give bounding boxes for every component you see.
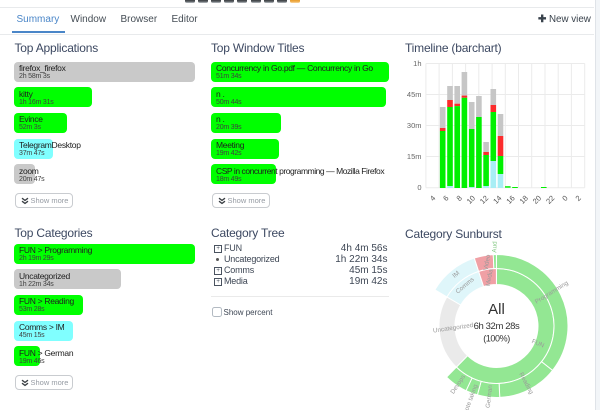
svg-text:FUN: FUN xyxy=(531,338,546,350)
svg-text:Video: Video xyxy=(483,254,493,271)
svg-text:Media: Media xyxy=(485,268,495,287)
svg-text:8: 8 xyxy=(455,194,464,203)
svg-text:(100%): (100%) xyxy=(483,333,510,343)
svg-text:1h: 1h xyxy=(413,59,421,68)
svg-text:18: 18 xyxy=(518,194,530,205)
svg-text:6h 32m 28s: 6h 32m 28s xyxy=(474,321,520,332)
svg-text:16: 16 xyxy=(504,194,516,205)
svg-text:0: 0 xyxy=(560,194,569,203)
svg-text:Aud: Aud xyxy=(491,241,499,253)
svg-text:20: 20 xyxy=(531,194,543,205)
svg-text:All: All xyxy=(488,301,505,318)
svg-text:14: 14 xyxy=(491,194,503,205)
svg-text:6: 6 xyxy=(441,194,450,203)
svg-text:IM: IM xyxy=(451,270,461,280)
svg-text:15m: 15m xyxy=(407,152,422,161)
svg-text:10: 10 xyxy=(465,194,477,205)
svg-text:45m: 45m xyxy=(407,90,422,99)
svg-text:4: 4 xyxy=(428,194,437,203)
svg-text:30m: 30m xyxy=(407,121,422,130)
svg-text:22: 22 xyxy=(544,194,556,205)
svg-text:German: German xyxy=(485,384,494,408)
svg-text:0: 0 xyxy=(417,183,421,192)
svg-text:12: 12 xyxy=(478,194,490,205)
svg-text:2: 2 xyxy=(574,194,583,203)
